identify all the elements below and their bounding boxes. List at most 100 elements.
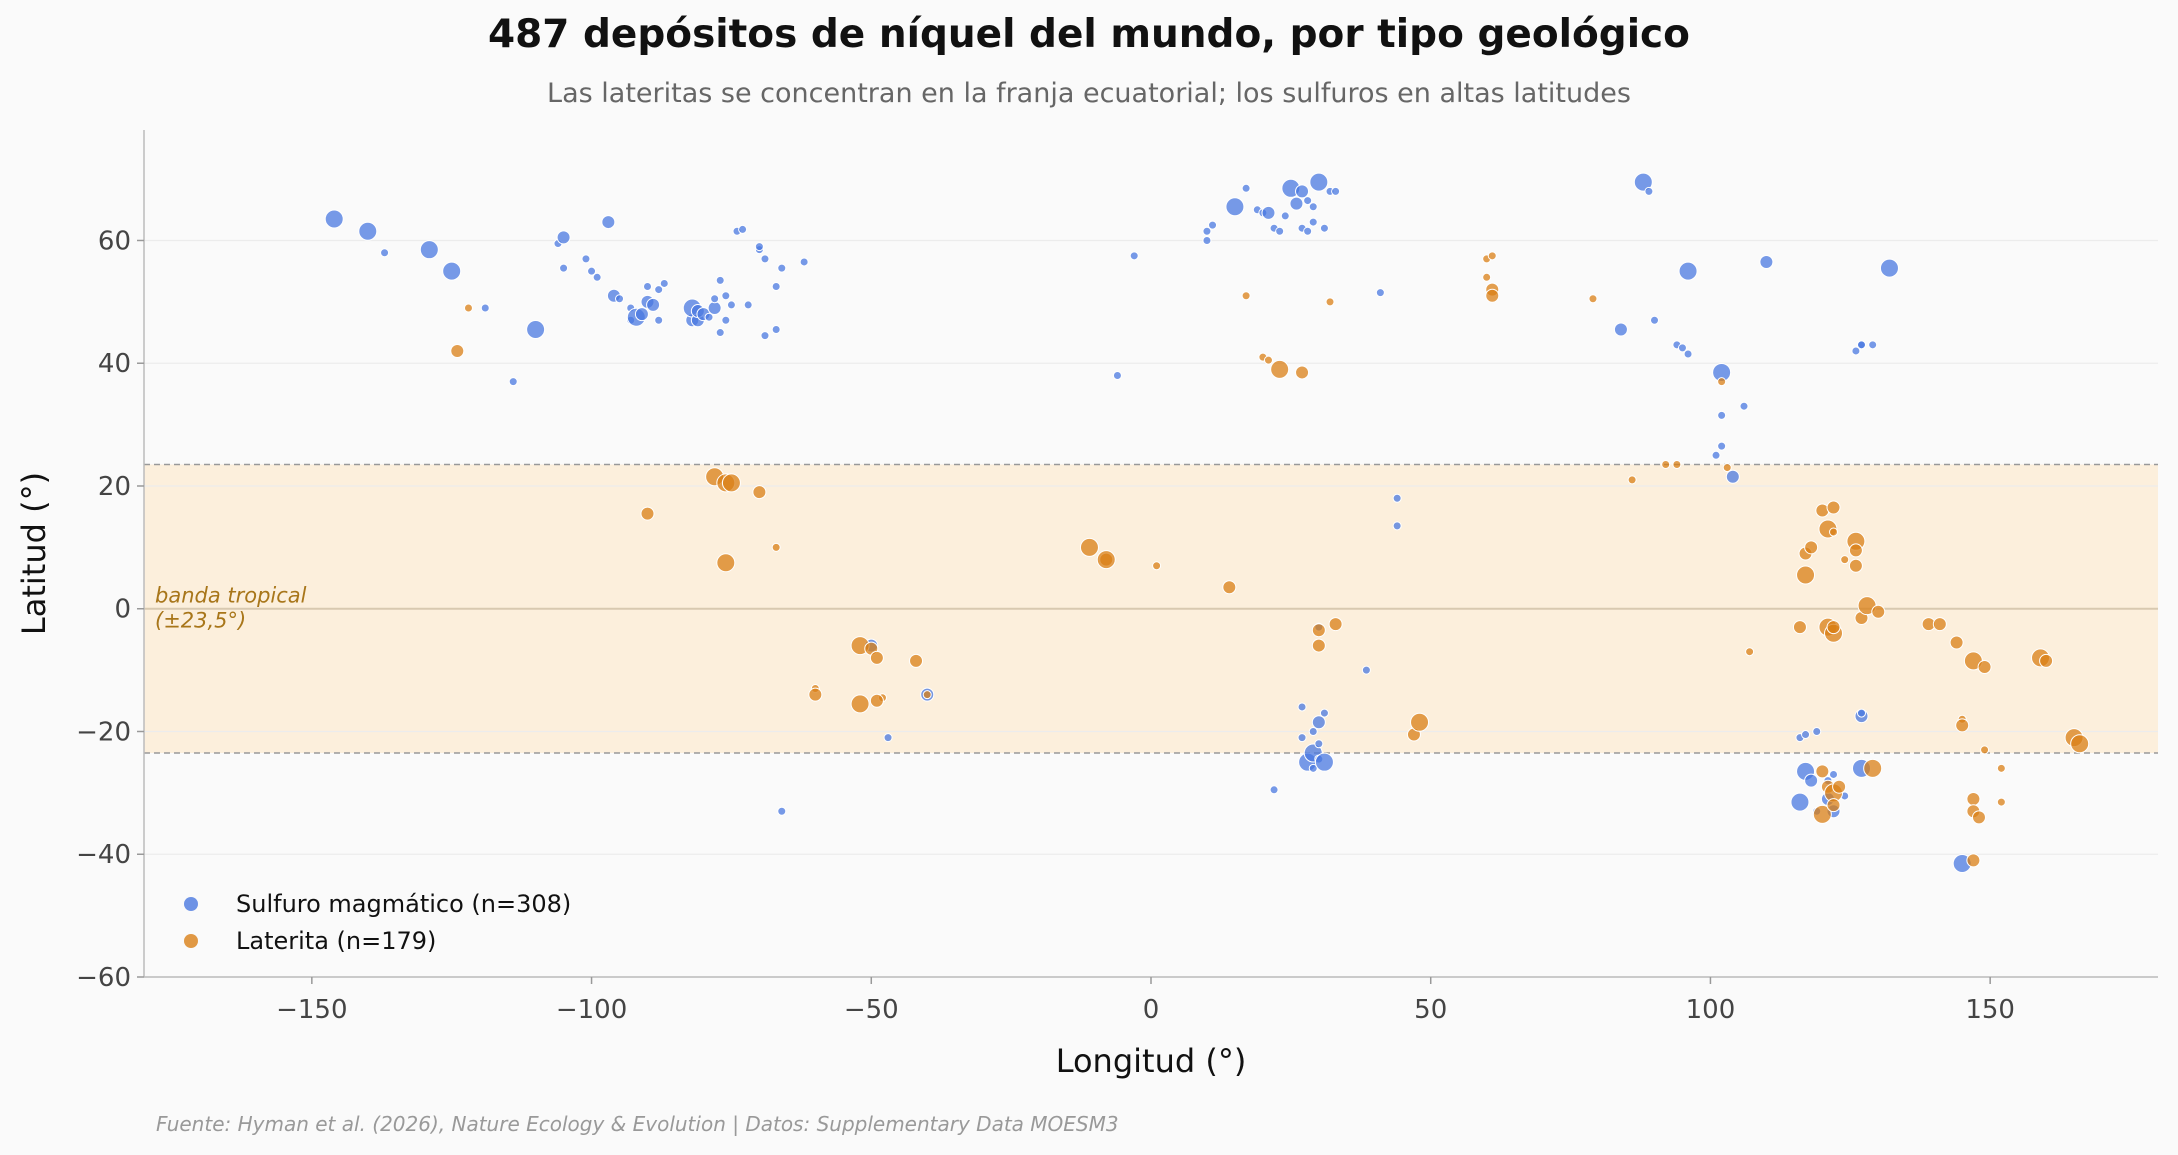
sulfuro-point	[592, 272, 602, 282]
sulfuro-point	[883, 733, 893, 743]
sulfuro-point	[760, 331, 770, 341]
sulfuro-point	[1208, 220, 1218, 230]
sulfuro-point	[1319, 223, 1329, 233]
sulfuro-point	[1314, 752, 1334, 772]
sulfuro-point	[1275, 226, 1285, 236]
sulfuro-point	[1261, 205, 1276, 220]
laterita-point	[1796, 565, 1816, 585]
laterita-point	[640, 506, 655, 521]
laterita-point	[1328, 617, 1343, 632]
laterita-point	[1826, 620, 1841, 635]
sulfuro-point	[1711, 450, 1721, 460]
laterita-point	[869, 650, 884, 665]
laterita-point	[450, 343, 465, 358]
sulfuro-point	[324, 209, 344, 229]
sulfuro-point	[442, 261, 462, 281]
sulfuro-point	[754, 242, 764, 252]
sulfuro-point	[771, 282, 781, 292]
sulfuro-point	[1801, 730, 1811, 740]
laterita-point	[1980, 745, 1990, 755]
laterita-point	[1270, 359, 1290, 379]
sulfuro-point	[1303, 196, 1313, 206]
sulfuro-point	[1790, 792, 1810, 812]
y-tick-label: 60	[98, 226, 131, 256]
sulfuro-point	[704, 312, 714, 322]
sulfuro-point	[659, 278, 669, 288]
x-tick-label: 150	[1965, 995, 2015, 1025]
sulfuro-point	[1314, 739, 1324, 749]
sulfuro-point	[358, 221, 378, 241]
sulfuro-point	[1392, 493, 1402, 503]
laterita-point	[1079, 537, 1099, 557]
sulfuro-point	[601, 215, 616, 230]
sulfuro-point	[1289, 196, 1304, 211]
legend-marker	[184, 934, 198, 948]
y-tick-label: −20	[76, 717, 131, 747]
laterita-point	[1966, 853, 1981, 868]
laterita-point	[1996, 797, 2006, 807]
laterita-point	[1152, 561, 1162, 571]
sulfuro-point	[707, 300, 722, 315]
legend-marker	[184, 897, 198, 911]
y-axis-label: Latitud (°)	[15, 472, 53, 635]
x-tick-label: −100	[556, 995, 627, 1025]
sulfuro-point	[1308, 202, 1318, 212]
sulfuro-point	[556, 230, 571, 245]
sulfuro-point	[1375, 288, 1385, 298]
laterita-point	[1812, 804, 1832, 824]
sulfuro-point	[799, 257, 809, 267]
sulfuro-point	[715, 328, 725, 338]
sulfuro-point	[1829, 769, 1839, 779]
sulfuro-point	[1717, 441, 1727, 451]
tropical-band-label: banda tropical	[155, 584, 307, 608]
sulfuro-point	[654, 315, 664, 325]
sulfuro-point	[1331, 186, 1341, 196]
laterita-point	[1311, 638, 1326, 653]
series-laterita	[450, 251, 2090, 868]
source-footnote: Fuente: Hyman et al. (2026), Nature Ecol…	[156, 1112, 1119, 1136]
laterita-point	[1971, 810, 1986, 825]
sulfuro-point	[1650, 315, 1659, 325]
sulfuro-point	[646, 297, 661, 312]
x-tick-label: 0	[1143, 995, 1160, 1025]
sulfuro-point	[1112, 371, 1122, 381]
sulfuro-point	[1129, 251, 1139, 261]
laterita-point	[1840, 555, 1850, 565]
sulfuro-point	[710, 294, 720, 304]
sulfuro-point	[721, 315, 731, 325]
laterita-point	[1295, 365, 1310, 380]
laterita-point	[1996, 763, 2006, 773]
sulfuro-point	[1392, 521, 1402, 531]
sulfuro-point	[615, 294, 625, 304]
laterita-point	[1932, 617, 1947, 632]
points-layer	[324, 172, 2090, 873]
laterita-point	[1410, 712, 1430, 732]
x-tick-label: 100	[1686, 995, 1736, 1025]
sulfuro-point	[1851, 346, 1861, 356]
laterita-point	[771, 542, 781, 552]
y-tick-label: 20	[98, 472, 131, 502]
laterita-point	[721, 473, 741, 493]
laterita-point	[1672, 460, 1682, 470]
sulfuro-point	[1303, 226, 1313, 236]
sulfuro-point	[1311, 715, 1326, 730]
sulfuro-point	[380, 248, 390, 258]
legend: Sulfuro magmático (n=308) Laterita (n=179…	[184, 890, 571, 955]
sulfuro-point	[419, 240, 439, 260]
x-tick-label: 50	[1414, 995, 1447, 1025]
laterita-point	[2070, 734, 2090, 754]
laterita-point	[1661, 460, 1671, 470]
sulfuro-point	[1759, 254, 1774, 269]
sulfuro-point	[1868, 340, 1878, 350]
laterita-point	[922, 690, 932, 700]
sulfuro-point	[1241, 183, 1251, 193]
sulfuro-point	[1295, 184, 1310, 199]
laterita-point	[1966, 792, 1981, 807]
laterita-point	[1832, 779, 1847, 794]
laterita-point	[1804, 540, 1819, 555]
laterita-point	[1949, 635, 1964, 650]
laterita-point	[2039, 653, 2054, 668]
laterita-point	[850, 694, 870, 714]
laterita-point	[1627, 475, 1637, 485]
